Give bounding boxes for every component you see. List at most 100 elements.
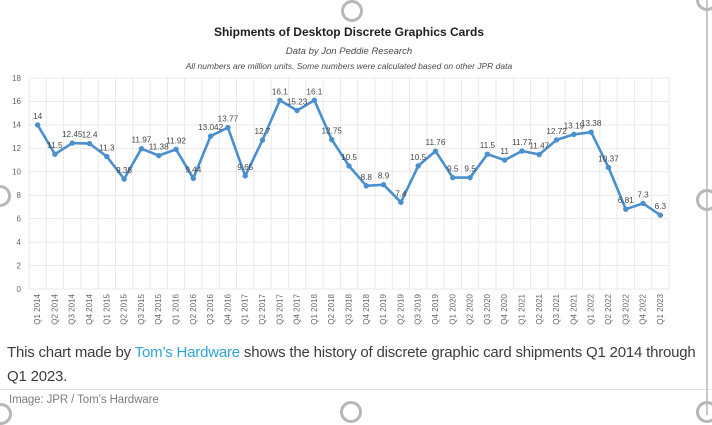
x-axis-tick-label: Q2 2022 [604,293,613,324]
x-axis-tick-label: Q2 2015 [120,293,129,324]
chart-title: Shipments of Desktop Discrete Graphics C… [214,25,484,39]
data-point [138,145,145,152]
data-label: 9.38 [116,166,132,175]
y-axis-tick-label: 0 [17,285,22,294]
data-point [69,140,75,146]
toms-hardware-link[interactable]: Tom’s Hardware [134,344,240,361]
data-label: 6.81 [618,196,634,205]
data-point [484,151,491,157]
y-axis-tick-label: 4 [17,238,22,247]
data-label: 16.1 [306,87,322,96]
data-point [104,153,110,160]
data-point [553,137,560,143]
data-point [432,148,439,154]
crop-handle-left-middle[interactable] [0,185,11,207]
data-point [207,133,214,139]
data-label: 13.77 [218,115,239,124]
data-label: 12.45 [62,130,83,139]
x-axis-tick-label: Q3 2022 [621,293,630,324]
x-axis-tick-label: Q2 2019 [396,293,405,324]
crop-handle-right-top[interactable] [696,0,712,11]
x-axis-tick-label: Q3 2016 [206,293,215,324]
x-axis-tick-label: Q2 2021 [535,293,544,324]
crop-handle-right-bottom[interactable] [696,401,712,423]
data-label: 9.5 [447,165,459,174]
data-point [86,140,93,147]
data-point [173,146,179,152]
x-axis-tick-label: Q2 2018 [327,293,336,324]
data-label: 11.47 [529,142,549,151]
data-point [311,97,318,103]
data-point [294,107,300,114]
data-label: 9.5 [464,165,476,174]
data-point [363,183,369,189]
data-label: 10.5 [341,153,357,162]
x-axis-tick-label: Q1 2020 [448,293,457,324]
x-axis-tick-label: Q1 2017 [241,293,250,324]
data-label: 12.75 [321,127,342,136]
data-point [450,174,456,181]
x-axis-tick-label: Q4 2015 [154,293,163,324]
data-point [52,151,58,157]
x-axis-tick-label: Q4 2022 [639,293,648,324]
x-axis-tick-label: Q2 2016 [189,293,198,324]
data-point [519,148,525,154]
data-point [329,136,335,143]
x-axis-tick-label: Q4 2017 [293,293,302,324]
x-axis-tick-label: Q4 2014 [85,293,94,324]
data-label: 11.5 [47,141,63,150]
data-point [657,212,664,218]
x-axis-tick-label: Q1 2022 [587,293,596,324]
data-label: 11.38 [149,143,169,152]
x-axis-tick-label: Q1 2015 [102,293,111,324]
crop-handle-bottom-center[interactable] [340,401,362,423]
data-label: 11.97 [131,136,151,145]
divider-line [0,389,712,390]
data-label: 8.9 [378,172,390,181]
x-axis-tick-label: Q1 2016 [172,293,181,324]
data-label: 11.76 [426,138,446,147]
data-point [277,97,283,103]
data-label: 11.3 [99,144,115,153]
data-label: 13.38 [581,119,602,128]
data-point [501,157,508,163]
data-point [588,129,594,135]
data-point [34,122,41,128]
y-axis-tick-label: 10 [12,168,21,177]
data-point [536,151,542,158]
x-axis-tick-label: Q1 2021 [517,293,526,324]
data-label: 11.92 [166,136,186,145]
data-point [571,131,577,138]
crop-handle-right-middle[interactable] [696,189,712,211]
graphics-card-shipments-chart: 0 2 4 6 8 10 12 14 16 18 14 11.5 12.45 12.411.3 9.38 11… [12,25,670,325]
crop-handle-top-center[interactable] [341,0,363,22]
y-axis-tick-label: 14 [12,121,21,130]
data-label: 7.4 [395,189,407,198]
data-point [225,124,231,131]
x-axis-tick-label: Q4 2020 [500,293,509,324]
x-axis-tick-label: Q3 2014 [68,293,77,324]
data-label: 11.77 [512,138,532,147]
data-point [605,164,612,171]
data-point [380,181,387,188]
crop-handle-left-bottom[interactable] [0,403,12,425]
y-axis-tick-label: 12 [12,144,21,153]
image-credit: Image: JPR / Tom’s Hardware [9,394,159,406]
x-axis-tick-label: Q3 2020 [483,293,492,324]
x-axis-tick-label: Q2 2014 [50,293,59,324]
x-axis-tick-label: Q1 2019 [379,293,388,324]
x-axis-tick-label: Q4 2016 [223,293,232,324]
data-label: 11.5 [480,141,496,150]
y-axis-tick-label: 16 [12,97,21,106]
data-label: 9.44 [185,165,201,174]
data-label: 8.8 [361,173,373,182]
y-axis-tick-label: 8 [17,191,22,200]
caption-text-after-link: shows the history of discrete graphic ca… [7,344,696,385]
x-axis-tick-label: Q3 2018 [345,293,354,324]
x-axis-tick-label: Q3 2021 [552,293,561,324]
x-axis-tick-label: Q2 2020 [466,293,475,324]
data-point [259,137,266,143]
x-axis-tick-label: Q1 2014 [33,293,42,324]
x-axis-tick-label: Q1 2023 [656,293,665,324]
